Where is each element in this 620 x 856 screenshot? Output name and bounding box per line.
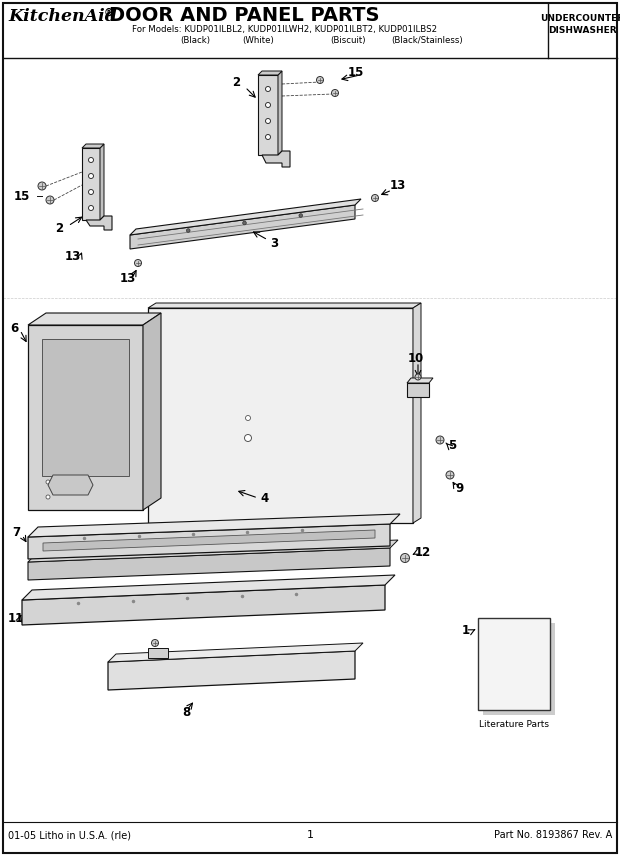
Polygon shape xyxy=(22,575,395,600)
Circle shape xyxy=(46,480,50,484)
Polygon shape xyxy=(278,71,282,155)
Text: (Black): (Black) xyxy=(180,36,210,45)
Text: For Models: KUDP01ILBL2, KUDP01ILWH2, KUDP01ILBT2, KUDP01ILBS2: For Models: KUDP01ILBL2, KUDP01ILWH2, KU… xyxy=(133,25,438,34)
Circle shape xyxy=(244,435,252,442)
Circle shape xyxy=(151,639,159,646)
Bar xyxy=(478,618,550,710)
Circle shape xyxy=(46,495,50,499)
Polygon shape xyxy=(28,514,400,537)
Text: Part No. 8193867 Rev. A: Part No. 8193867 Rev. A xyxy=(494,830,612,840)
Text: 15: 15 xyxy=(348,66,365,79)
Text: 2: 2 xyxy=(55,222,63,235)
Circle shape xyxy=(371,194,378,201)
Text: UNDERCOUNTER: UNDERCOUNTER xyxy=(540,14,620,23)
Polygon shape xyxy=(130,199,361,235)
Circle shape xyxy=(46,196,54,204)
Text: 1: 1 xyxy=(462,623,470,637)
Polygon shape xyxy=(258,75,278,155)
Text: ®: ® xyxy=(104,8,114,18)
Text: 7: 7 xyxy=(12,526,20,539)
Text: 15: 15 xyxy=(14,189,30,203)
Polygon shape xyxy=(28,313,161,325)
Polygon shape xyxy=(43,530,375,551)
Text: 1: 1 xyxy=(306,830,314,840)
Circle shape xyxy=(246,415,250,420)
Polygon shape xyxy=(143,313,161,510)
Polygon shape xyxy=(48,475,93,495)
Text: DOOR AND PANEL PARTS: DOOR AND PANEL PARTS xyxy=(109,6,379,25)
Polygon shape xyxy=(28,325,143,510)
Circle shape xyxy=(89,158,94,163)
Polygon shape xyxy=(86,216,112,230)
Circle shape xyxy=(401,554,409,562)
Polygon shape xyxy=(82,148,100,220)
Circle shape xyxy=(265,103,270,108)
Circle shape xyxy=(332,90,339,97)
Text: 5: 5 xyxy=(448,438,456,451)
Bar xyxy=(483,623,555,715)
Circle shape xyxy=(187,229,190,232)
Circle shape xyxy=(89,174,94,179)
Circle shape xyxy=(265,86,270,92)
Text: 13: 13 xyxy=(120,271,136,284)
Circle shape xyxy=(265,134,270,140)
Polygon shape xyxy=(148,308,413,523)
Polygon shape xyxy=(22,585,385,625)
Polygon shape xyxy=(108,651,355,690)
Text: 12: 12 xyxy=(415,545,432,558)
Polygon shape xyxy=(42,339,129,476)
Polygon shape xyxy=(148,648,168,658)
Circle shape xyxy=(135,259,141,266)
Polygon shape xyxy=(413,303,421,523)
Polygon shape xyxy=(262,151,290,167)
Polygon shape xyxy=(407,378,433,383)
Circle shape xyxy=(265,118,270,123)
Circle shape xyxy=(38,182,46,190)
Text: Literature Parts: Literature Parts xyxy=(479,720,549,729)
Polygon shape xyxy=(108,643,363,662)
Text: (White): (White) xyxy=(242,36,274,45)
Text: 8: 8 xyxy=(182,706,190,720)
Text: (Black/Stainless): (Black/Stainless) xyxy=(391,36,463,45)
Circle shape xyxy=(299,214,303,217)
Polygon shape xyxy=(100,144,104,220)
Polygon shape xyxy=(148,303,421,308)
Circle shape xyxy=(415,374,421,380)
Text: 4: 4 xyxy=(260,491,268,504)
Text: 2: 2 xyxy=(232,75,240,88)
Text: 13: 13 xyxy=(65,251,81,264)
Text: 9: 9 xyxy=(455,482,463,495)
Text: 11: 11 xyxy=(8,611,24,625)
Polygon shape xyxy=(407,383,429,397)
Text: 3: 3 xyxy=(270,236,278,249)
Text: KitchenAid: KitchenAid xyxy=(8,8,117,25)
Text: 13: 13 xyxy=(390,179,406,192)
Circle shape xyxy=(436,436,444,444)
Polygon shape xyxy=(28,524,390,559)
Polygon shape xyxy=(82,144,104,148)
Text: 6: 6 xyxy=(10,322,18,335)
Circle shape xyxy=(446,471,454,479)
Text: DISHWASHER: DISHWASHER xyxy=(547,26,616,35)
Polygon shape xyxy=(28,540,398,562)
Text: 10: 10 xyxy=(408,352,424,365)
Polygon shape xyxy=(258,71,282,75)
Text: 01-05 Litho in U.S.A. (rle): 01-05 Litho in U.S.A. (rle) xyxy=(8,830,131,840)
Circle shape xyxy=(242,221,246,225)
Circle shape xyxy=(89,189,94,194)
Polygon shape xyxy=(130,205,355,249)
Text: (Biscuit): (Biscuit) xyxy=(330,36,366,45)
Circle shape xyxy=(89,205,94,211)
Polygon shape xyxy=(28,548,390,580)
Circle shape xyxy=(316,76,324,84)
